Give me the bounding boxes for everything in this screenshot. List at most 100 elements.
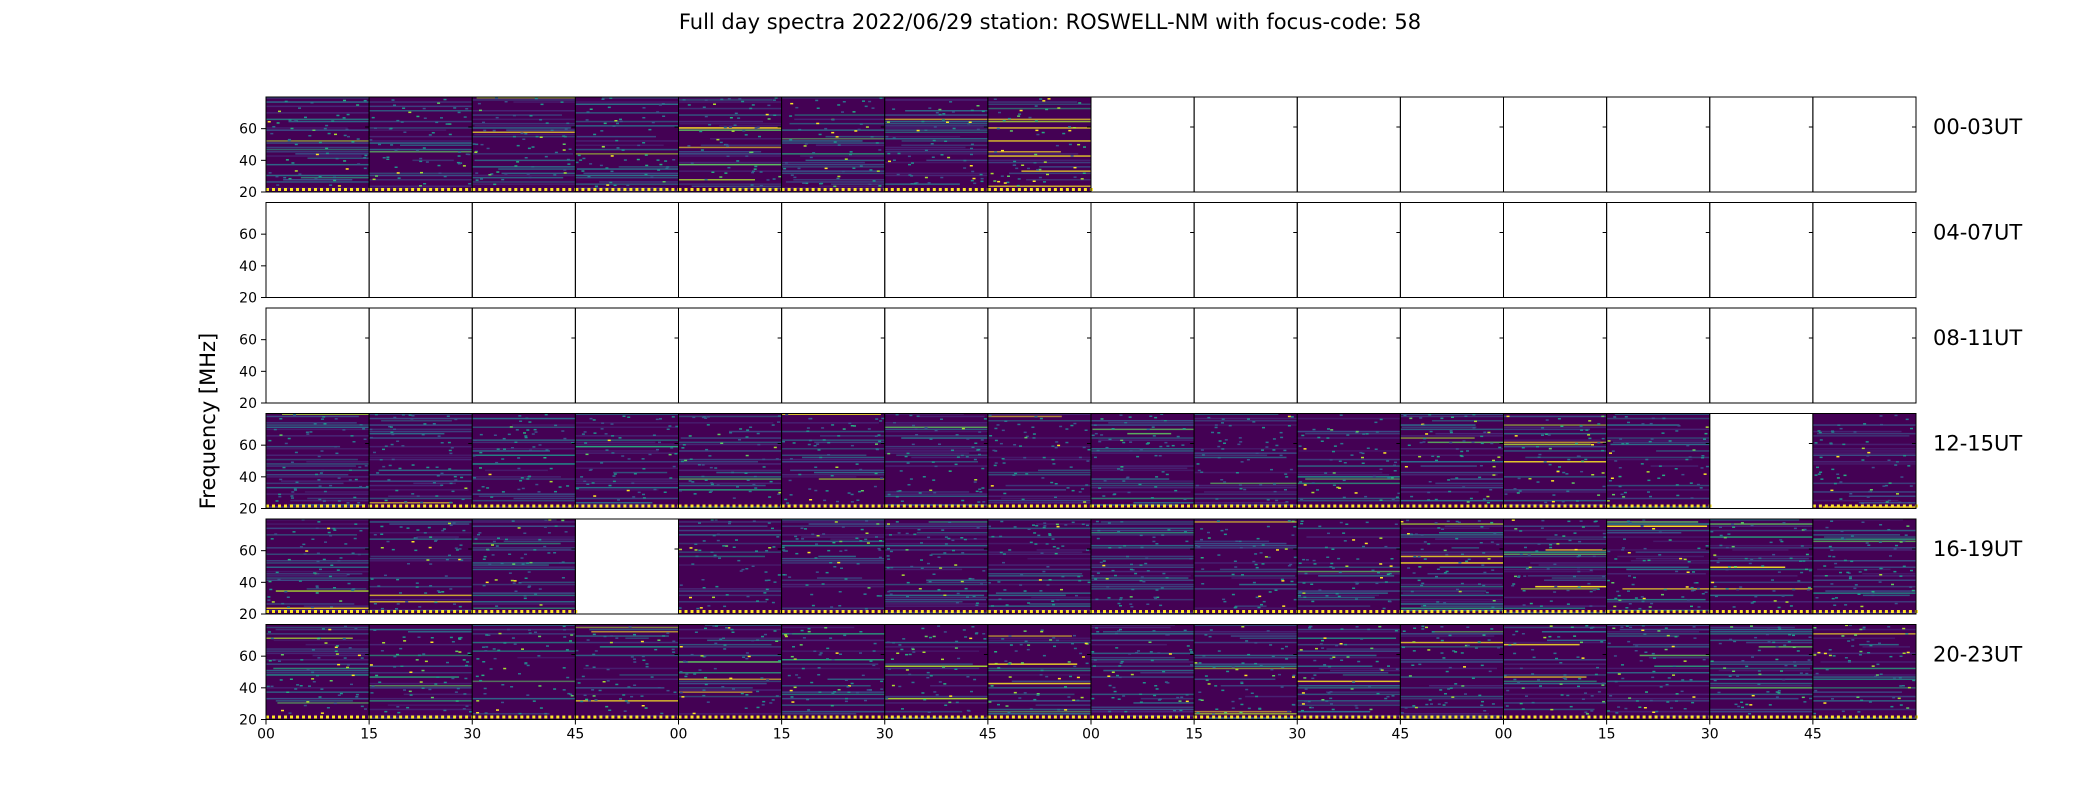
spectral-line xyxy=(575,413,679,415)
noise-pixel xyxy=(1282,605,1286,607)
noise-pixel xyxy=(928,581,932,583)
spectral-line xyxy=(781,557,885,560)
spectral-line xyxy=(1297,482,1401,485)
noise-pixel xyxy=(1704,432,1708,435)
band-dot xyxy=(750,188,754,191)
noise-pixel xyxy=(1298,445,1302,447)
noise-pixel xyxy=(1201,583,1205,585)
noise-pixel xyxy=(482,558,486,560)
noise-pixel xyxy=(1585,429,1589,431)
spectral-line xyxy=(884,135,961,138)
noise-pixel xyxy=(1777,606,1781,609)
noise-pixel xyxy=(764,579,768,582)
noise-pixel xyxy=(399,526,403,528)
noise-pixel xyxy=(1023,590,1027,592)
spectral-line xyxy=(729,430,782,433)
noise-pixel xyxy=(759,184,763,187)
noise-pixel xyxy=(669,477,673,479)
noise-pixel xyxy=(1685,458,1689,461)
panel-background xyxy=(781,519,885,614)
noise-pixel xyxy=(315,592,319,594)
noise-pixel xyxy=(1517,576,1521,578)
noise-pixel xyxy=(817,674,821,676)
spectral-line xyxy=(884,127,988,129)
noise-pixel xyxy=(1207,531,1210,534)
noise-pixel xyxy=(458,548,462,550)
noise-pixel xyxy=(1511,585,1515,587)
noise-pixel xyxy=(912,651,916,653)
band-dot xyxy=(1309,610,1313,613)
noise-pixel xyxy=(729,677,733,680)
noise-pixel xyxy=(1492,474,1496,476)
noise-pixel xyxy=(752,483,756,486)
noise-pixel xyxy=(906,462,910,464)
band-dot xyxy=(381,610,385,613)
band-dot xyxy=(502,188,506,191)
noise-pixel xyxy=(1009,130,1013,132)
noise-pixel xyxy=(687,104,691,106)
spectral-line xyxy=(781,413,881,415)
band-dot xyxy=(465,188,469,191)
noise-pixel xyxy=(1200,471,1204,473)
noise-pixel xyxy=(1284,548,1288,550)
noise-pixel xyxy=(1372,475,1376,478)
noise-pixel xyxy=(268,172,272,174)
band-dot xyxy=(611,715,615,719)
noise-pixel xyxy=(1423,541,1427,543)
noise-pixel xyxy=(1112,686,1116,689)
band-dot xyxy=(696,188,700,191)
noise-pixel xyxy=(1064,524,1068,526)
noise-pixel xyxy=(704,99,708,101)
noise-pixel xyxy=(965,456,969,458)
noise-pixel xyxy=(970,143,974,146)
spectral-line xyxy=(1709,560,1813,562)
spectrogram-panel xyxy=(1606,413,1712,509)
noise-pixel xyxy=(947,537,951,540)
noise-pixel xyxy=(1051,445,1055,447)
noise-pixel xyxy=(747,655,751,658)
noise-pixel xyxy=(1337,595,1341,598)
noise-pixel xyxy=(333,529,337,531)
noise-pixel xyxy=(1273,490,1277,493)
noise-pixel xyxy=(569,640,572,642)
noise-pixel xyxy=(1017,423,1021,426)
band-dot xyxy=(1175,715,1178,719)
noise-pixel xyxy=(1331,548,1335,550)
band-dot xyxy=(1097,715,1100,719)
noise-pixel xyxy=(1201,568,1205,570)
noise-pixel xyxy=(1661,593,1664,596)
band-dot xyxy=(320,610,323,613)
noise-pixel xyxy=(1023,630,1027,632)
band-dot xyxy=(926,504,930,508)
noise-pixel xyxy=(713,554,717,557)
noise-pixel xyxy=(1808,569,1812,572)
noise-pixel xyxy=(1703,438,1706,440)
noise-pixel xyxy=(1566,603,1570,605)
noise-pixel xyxy=(671,416,675,418)
noise-pixel xyxy=(1355,598,1358,600)
spectral-line xyxy=(575,187,666,190)
band-dot xyxy=(877,610,881,613)
noise-pixel xyxy=(550,129,554,131)
spectral-line xyxy=(884,534,988,536)
noise-pixel xyxy=(1036,133,1040,136)
noise-pixel xyxy=(1545,433,1549,435)
band-dot xyxy=(1799,610,1803,613)
spectral-line xyxy=(987,159,1091,162)
noise-pixel xyxy=(1588,420,1592,422)
noise-pixel xyxy=(1080,178,1084,180)
band-dot xyxy=(1884,610,1888,613)
noise-pixel xyxy=(1200,538,1203,541)
noise-pixel xyxy=(1833,604,1837,606)
noise-pixel xyxy=(885,135,889,138)
noise-pixel xyxy=(1513,488,1517,490)
spectral-line xyxy=(1204,491,1298,493)
noise-pixel xyxy=(703,655,707,657)
noise-pixel xyxy=(1056,547,1060,549)
band-dot xyxy=(605,188,609,191)
band-dot xyxy=(817,715,821,719)
panel-frame xyxy=(1812,96,1917,193)
noise-pixel xyxy=(409,671,413,673)
noise-pixel xyxy=(951,449,954,452)
noise-pixel xyxy=(1887,529,1891,531)
